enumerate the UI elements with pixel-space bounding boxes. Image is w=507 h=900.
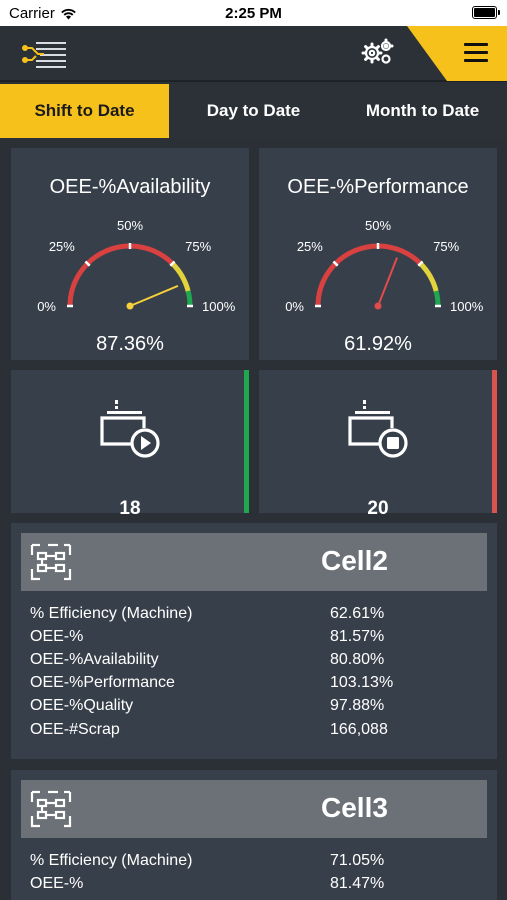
- gauge-arc-yellow: [418, 261, 439, 292]
- gauge-tick-label: 75%: [433, 239, 459, 254]
- metric-value: 166,088: [330, 720, 388, 738]
- availability-gauge: 0% 25% 50% 75% 100%: [37, 218, 236, 314]
- status-bar: Carrier 2:25 PM: [0, 0, 507, 26]
- machines-stopped-card[interactable]: 20: [259, 370, 497, 519]
- availability-gauge-card[interactable]: OEE-%Availability 0% 25% 50% 75% 100% 87.36%: [11, 148, 249, 360]
- metric-value: 103.13%: [330, 674, 394, 692]
- gauge-tick-label: 50%: [365, 218, 391, 233]
- metric-row: OEE-%Quality 97.88%: [30, 695, 470, 718]
- metric-label: OEE-%Performance: [30, 674, 175, 692]
- metric-row: OEE-%Performance 103.13%: [30, 672, 470, 695]
- stopped-machine-count: 20: [367, 498, 389, 519]
- metric-value: 62.61%: [330, 604, 385, 622]
- metric-value: 80.80%: [330, 650, 385, 668]
- gauge-tick: [332, 260, 339, 267]
- metric-row: OEE-% 81.57%: [30, 625, 470, 648]
- gauge-needle-hub: [374, 302, 382, 310]
- gauge-arc-green: [185, 290, 193, 307]
- circuit-lines-icon[interactable]: [22, 40, 68, 68]
- cell-name: Cell3: [321, 792, 388, 823]
- carrier-label: Carrier: [9, 5, 55, 22]
- gauge-arc-red: [315, 243, 423, 307]
- tab-month-to-date[interactable]: Month to Date: [365, 101, 480, 120]
- gauge-tick-label: 100%: [202, 299, 236, 314]
- metric-row: OEE-%Availability 80.80%: [30, 648, 470, 671]
- top-navigation-bar: [0, 26, 507, 82]
- metric-row: OEE-#Scrap 166,088: [30, 718, 470, 741]
- gauge-needle-hub: [126, 302, 134, 310]
- cell-layout-icon: [30, 790, 72, 828]
- gears-icon[interactable]: [360, 38, 394, 66]
- gauge-needle: [377, 257, 398, 307]
- period-tabs: Shift to Date Day to Date Month to Date: [0, 84, 507, 138]
- machine-running-icon: [100, 400, 160, 458]
- metric-value: 97.88%: [330, 697, 385, 715]
- metric-value: 81.57%: [330, 627, 385, 645]
- metric-label: OEE-%: [30, 627, 84, 645]
- cell-layout-icon: [30, 543, 72, 581]
- gauge-tick: [84, 260, 91, 267]
- running-status-stripe: [244, 370, 249, 513]
- cell-header: Cell3: [21, 780, 487, 838]
- cell-metrics-list: % Efficiency (Machine) 71.05% OEE-% 81.47%: [30, 849, 470, 895]
- gauge-needle: [129, 284, 179, 307]
- metric-value: 71.05%: [330, 851, 385, 869]
- machines-running-card[interactable]: 18: [11, 370, 249, 519]
- gauge-tick-label: 50%: [117, 218, 143, 233]
- metric-label: OEE-#Scrap: [30, 720, 120, 738]
- gauge-tick-label: 0%: [37, 299, 56, 314]
- tab-shift-to-date[interactable]: Shift to Date: [0, 84, 169, 138]
- gauge-tick-label: 75%: [185, 239, 211, 254]
- running-machine-count: 18: [119, 498, 141, 519]
- gauge-tick-label: 25%: [49, 239, 75, 254]
- menu-button[interactable]: [407, 26, 507, 81]
- metric-label: OEE-%Quality: [30, 697, 134, 715]
- cell-metrics-list: % Efficiency (Machine) 62.61% OEE-% 81.57%…: [30, 602, 470, 741]
- metric-label: OEE-%Availability: [30, 650, 159, 668]
- cell-panel-cell3[interactable]: Cell3 % Efficiency (Machine) 71.05% OEE-%…: [11, 770, 497, 900]
- wifi-icon: [61, 8, 76, 19]
- metric-label: % Efficiency (Machine): [30, 851, 193, 869]
- gauge-value: 87.36%: [96, 333, 164, 355]
- metric-row: % Efficiency (Machine) 62.61%: [30, 602, 470, 625]
- metric-value: 81.47%: [330, 874, 385, 892]
- metric-label: % Efficiency (Machine): [30, 604, 193, 622]
- gauge-tick-label: 100%: [450, 299, 484, 314]
- cell-name: Cell2: [321, 545, 388, 576]
- metric-row: % Efficiency (Machine) 71.05%: [30, 849, 470, 872]
- carrier-info: Carrier: [9, 5, 77, 22]
- battery-icon: [472, 6, 500, 19]
- menu-background: [407, 26, 507, 81]
- gauge-tick-label: 25%: [297, 239, 323, 254]
- gauge-arc-red: [67, 243, 175, 307]
- gauge-arc-green: [433, 290, 441, 307]
- stopped-status-stripe: [492, 370, 497, 513]
- gauge-tick: [417, 260, 424, 267]
- cell-header: Cell2: [21, 533, 487, 591]
- metric-row: OEE-% 81.47%: [30, 872, 470, 895]
- hamburger-menu-icon: [464, 43, 488, 67]
- gauge-tick: [169, 260, 176, 267]
- performance-gauge-card[interactable]: OEE-%Performance 0% 25% 50% 75% 100% 61.92%: [259, 148, 497, 360]
- performance-gauge: 0% 25% 50% 75% 100%: [285, 218, 484, 314]
- tab-day-to-date[interactable]: Day to Date: [206, 101, 301, 120]
- gauge-value: 61.92%: [344, 333, 412, 355]
- machine-stopped-icon: [348, 400, 408, 458]
- status-time: 2:25 PM: [225, 5, 282, 22]
- gauge-tick-label: 0%: [285, 299, 304, 314]
- gauge-title: OEE-%Availability: [49, 176, 211, 198]
- metric-label: OEE-%: [30, 874, 84, 892]
- cell-panel-cell2[interactable]: Cell2 % Efficiency (Machine) 62.61% OEE-%…: [11, 523, 497, 759]
- gauge-title: OEE-%Performance: [287, 176, 469, 198]
